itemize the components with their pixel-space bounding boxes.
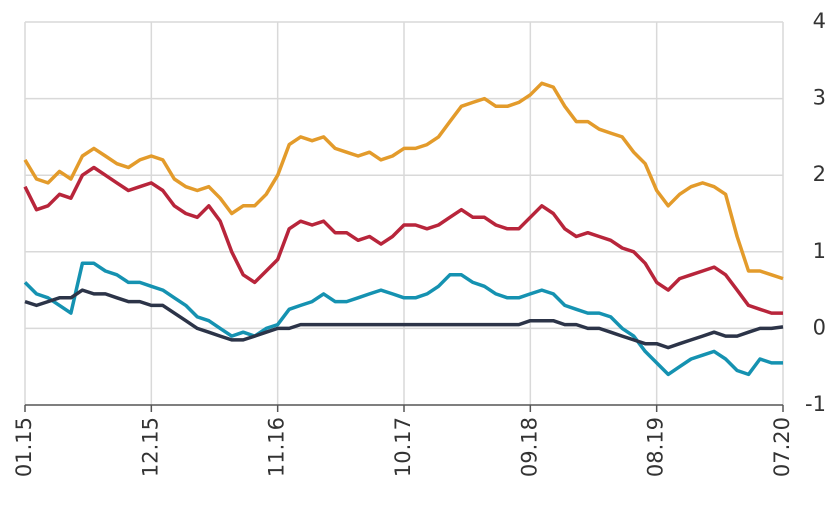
series-line (23, 81, 784, 281)
x-tick-label: 09.18 (517, 417, 541, 477)
y-tick-label: 3 (813, 86, 826, 110)
x-tick-label: 10.17 (391, 417, 415, 477)
y-tick-label: 0 (813, 315, 826, 339)
x-tick-label: 12.15 (138, 417, 162, 477)
series-line (23, 261, 783, 377)
x-tick-label: 11.16 (265, 417, 289, 477)
series-line (23, 165, 783, 315)
y-tick-label: 1 (813, 239, 826, 263)
x-tick-label: 07.20 (770, 417, 794, 477)
y-tick-label: 4 (813, 9, 826, 33)
y-tick-label: -1 (805, 392, 826, 416)
series-line (24, 288, 784, 350)
y-tick-label: 2 (813, 162, 826, 186)
x-tick-label: 01.15 (12, 417, 36, 477)
x-tick-label: 08.19 (644, 417, 668, 477)
